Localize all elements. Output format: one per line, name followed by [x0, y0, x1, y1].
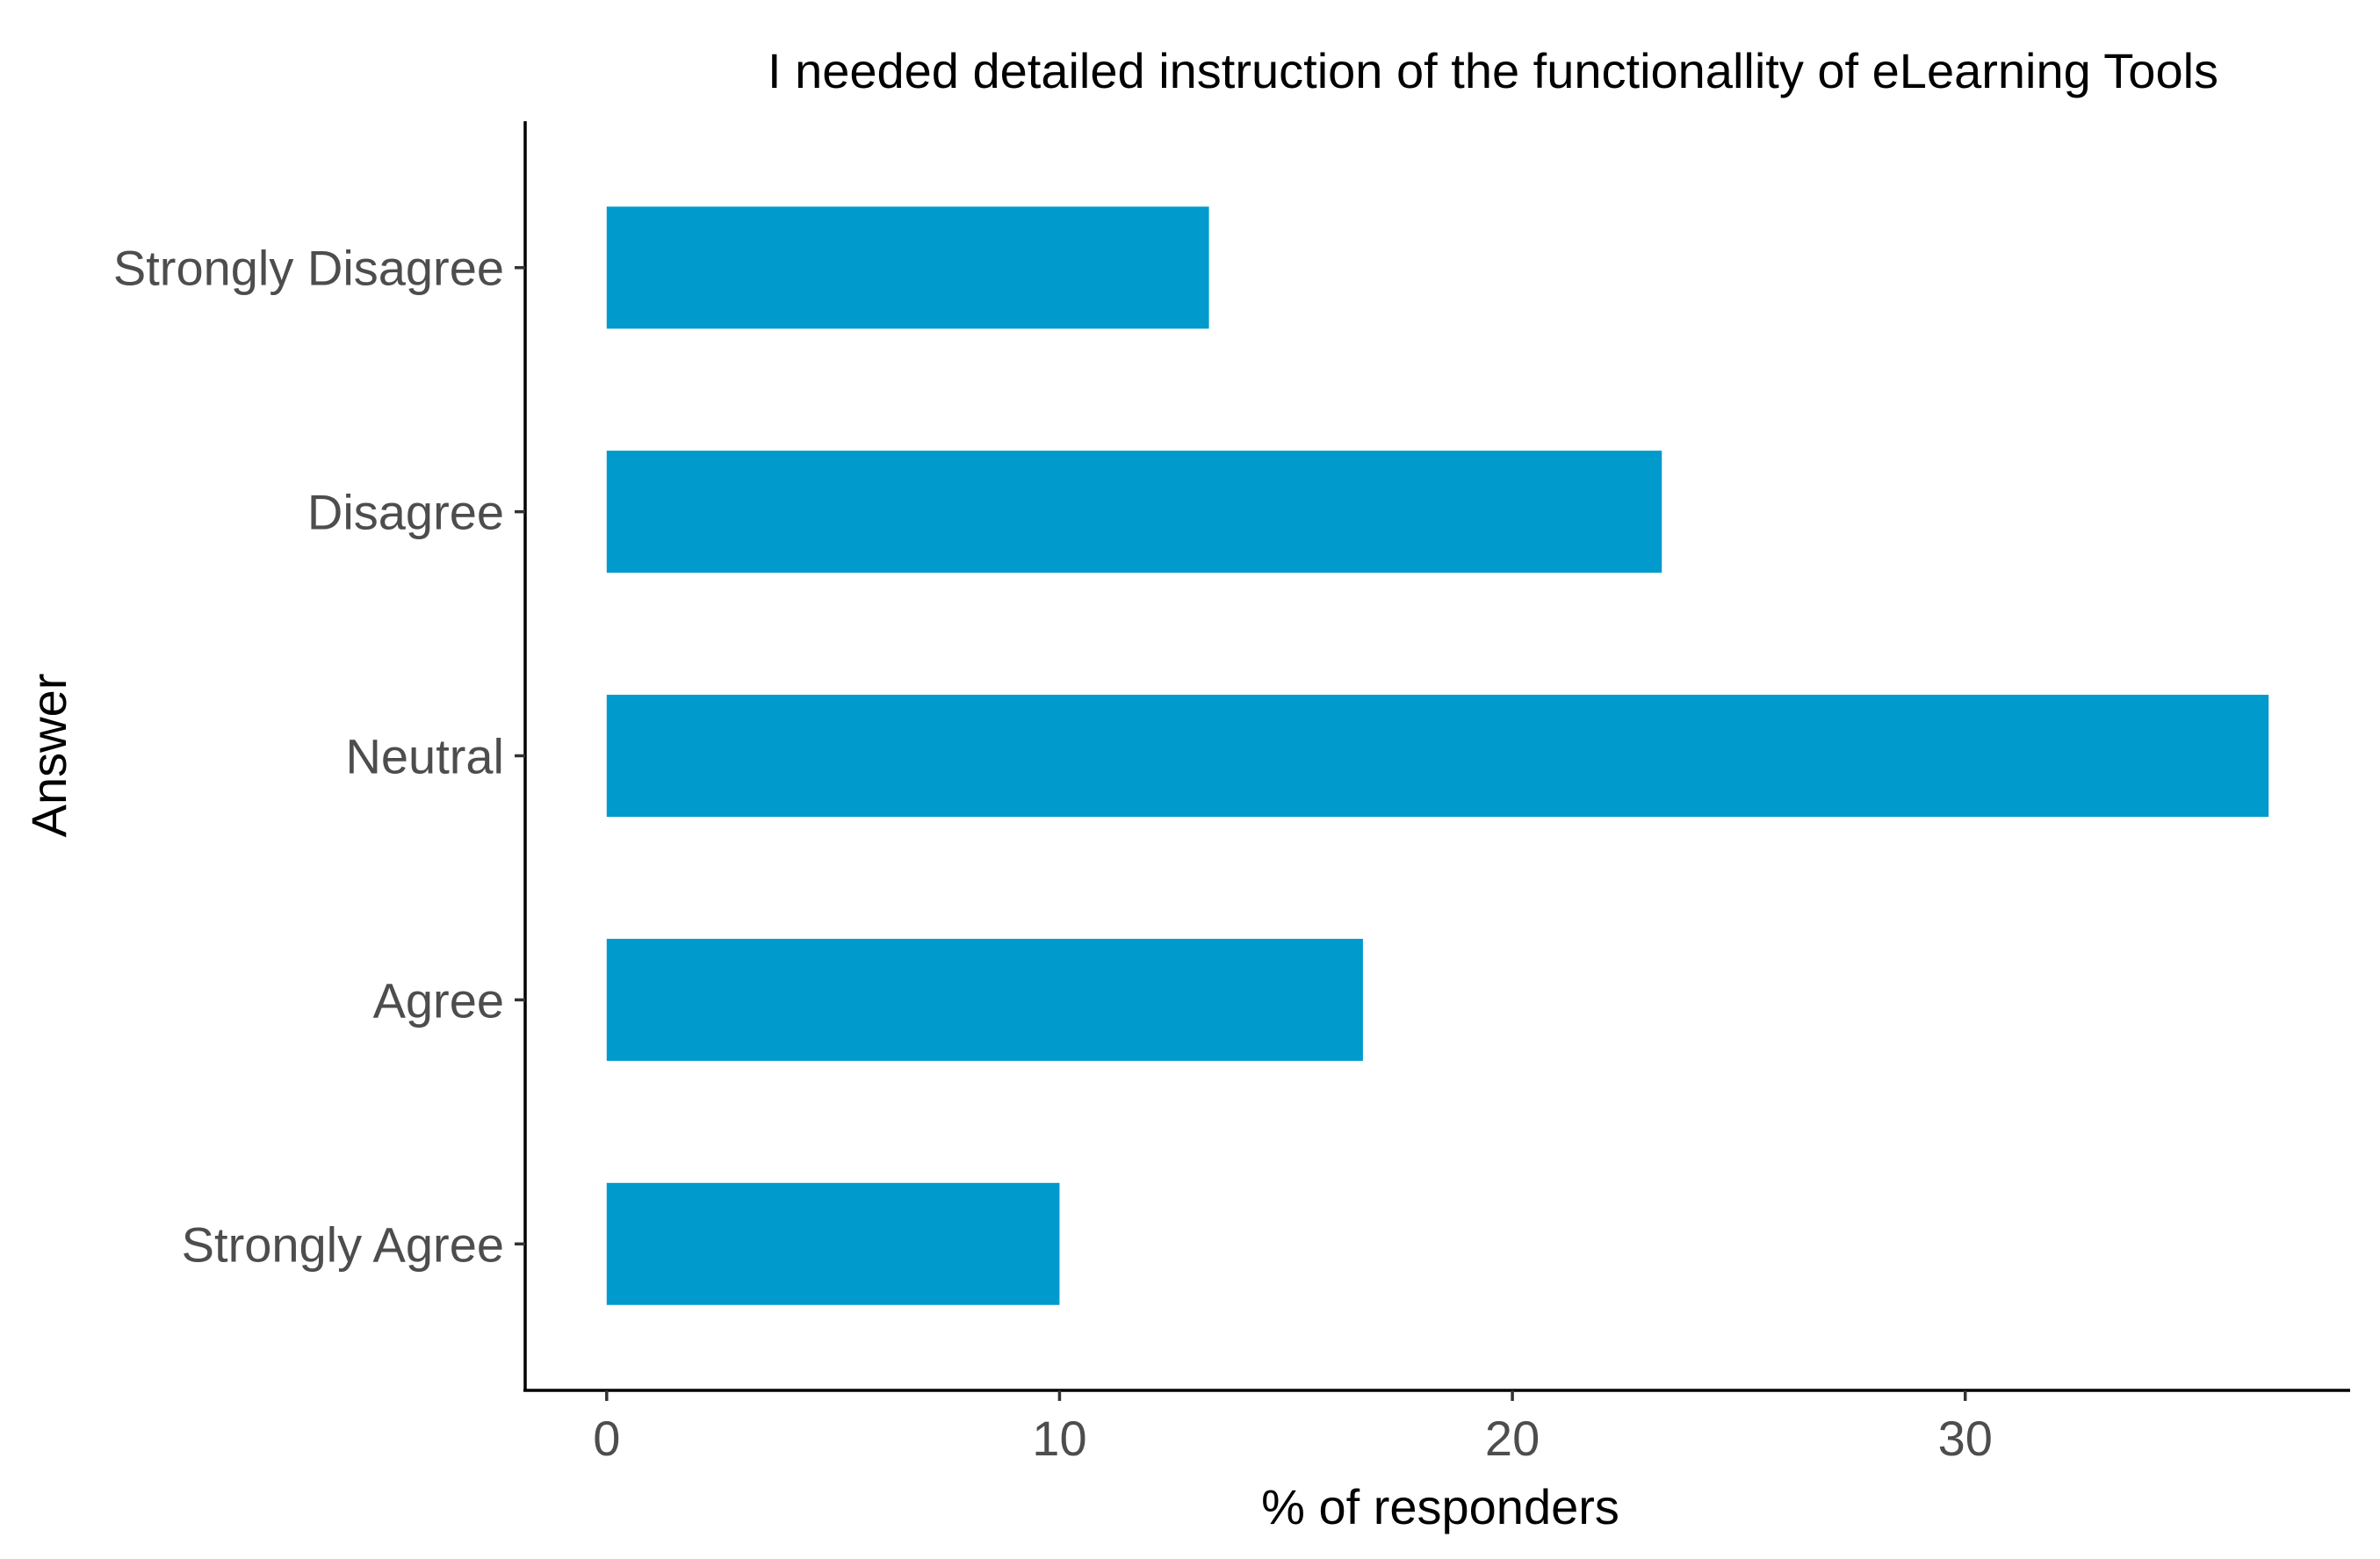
y-tick-label: Disagree [307, 485, 504, 540]
x-axis-ticks: 0 10 20 30 [593, 1390, 1993, 1466]
x-axis-title: % of responders [1261, 1479, 1619, 1534]
bar-neutral [606, 695, 2269, 817]
y-tick-label: Strongly Disagree [113, 241, 504, 296]
bar-disagree [606, 451, 1662, 574]
x-tick-label: 10 [1032, 1411, 1086, 1466]
y-tick-label: Neutral [345, 729, 504, 784]
y-axis-ticks: Strongly Disagree Disagree Neutral Agree Str… [113, 241, 525, 1272]
bar-strongly-disagree [606, 206, 1209, 329]
y-tick-label: Agree [373, 972, 504, 1028]
bar-strongly-agree [606, 1182, 1060, 1305]
x-tick-label: 20 [1485, 1411, 1540, 1466]
y-axis-title: Answer [21, 674, 76, 838]
y-tick-label: Strongly Agree [182, 1216, 504, 1272]
chart-title: I needed detailed instruction of the fun… [768, 43, 2218, 98]
x-tick-label: 30 [1938, 1411, 1993, 1466]
bar-agree [606, 938, 1363, 1061]
bars-group [606, 206, 2269, 1305]
x-tick-label: 0 [593, 1411, 620, 1466]
